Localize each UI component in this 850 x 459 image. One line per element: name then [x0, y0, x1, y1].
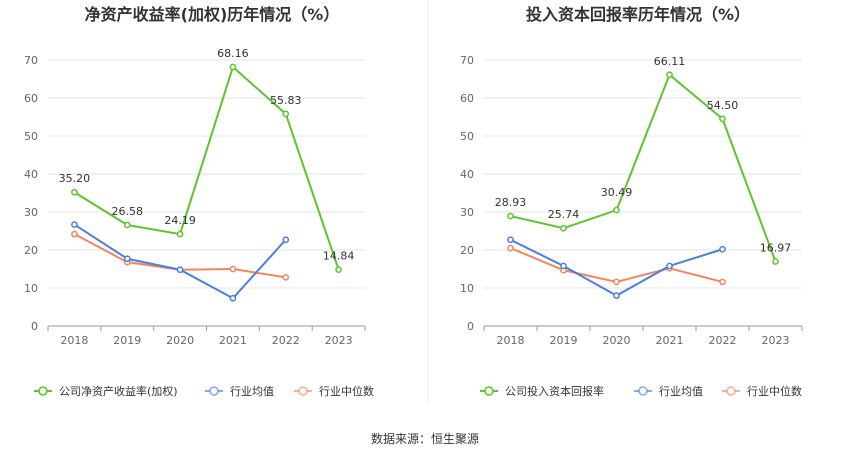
series-line-right-2 [510, 247, 723, 283]
legend-label: 公司投入资本回报率 [505, 384, 604, 398]
data-label: 30.49 [601, 186, 633, 199]
data-point [282, 110, 290, 118]
legend-label: 行业均值 [659, 385, 703, 398]
data-point [560, 224, 567, 232]
data-point [666, 71, 673, 79]
data-point [229, 265, 237, 273]
legend-marker [209, 386, 219, 396]
y-tick-label: 60 [24, 92, 38, 105]
legend-item[interactable]: 行业中位数 [722, 384, 802, 398]
right-chart-legend: 公司投入资本回报率 行业均值 行业中位数 [480, 384, 802, 398]
legend-label: 行业中位数 [319, 384, 374, 398]
y-tick-label: 10 [24, 282, 38, 295]
data-point [719, 245, 726, 253]
y-tick-label: 50 [24, 130, 38, 143]
x-tick-label: 2022 [272, 334, 300, 347]
data-point [560, 262, 567, 270]
legend-item[interactable]: 行业均值 [634, 385, 703, 398]
data-point [71, 230, 78, 238]
y-tick-label: 0 [31, 320, 38, 333]
data-point [719, 115, 726, 123]
data-point [123, 221, 131, 229]
data-point [123, 255, 131, 263]
y-tick-label: 40 [460, 168, 474, 181]
legend-item[interactable]: 行业均值 [205, 385, 274, 398]
y-tick-label: 40 [24, 168, 38, 181]
legend-label: 公司净资产收益率(加权) [59, 384, 178, 398]
source-note: 数据来源：恒生聚源 [371, 431, 479, 446]
data-label: 24.19 [164, 214, 196, 227]
legend-marker [638, 386, 648, 396]
data-point [613, 206, 620, 214]
y-tick-label: 20 [460, 244, 474, 257]
data-point [282, 274, 290, 281]
right-chart-title: 投入资本回报率历年情况（%） [526, 5, 750, 24]
data-point [507, 244, 514, 252]
series-line-right-0 [510, 73, 777, 262]
data-label: 68.16 [217, 47, 249, 60]
legend-item[interactable]: 公司投入资本回报率 [480, 384, 604, 398]
data-point [666, 262, 673, 270]
legend-marker [38, 386, 48, 396]
left-chart-plot: 0 10 20 30 40 50 60 70 2018 2019 2020 2021 2022 2023 3… [24, 47, 366, 347]
legend-item[interactable]: 行业中位数 [294, 384, 374, 398]
data-point [507, 212, 514, 220]
data-point [335, 266, 342, 273]
y-tick-label: 0 [467, 320, 474, 333]
legend-item[interactable]: 公司净资产收益率(加权) [34, 384, 178, 398]
x-tick-label: 2019 [550, 334, 578, 347]
data-point [229, 294, 237, 302]
left-chart-title: 净资产收益率(加权)历年情况（%） [85, 5, 340, 24]
data-label: 66.11 [654, 55, 686, 68]
y-tick-label: 70 [24, 54, 38, 67]
x-tick-label: 2018 [497, 334, 525, 347]
x-tick-label: 2018 [60, 334, 88, 347]
data-label: 26.58 [112, 205, 144, 218]
x-tick-label: 2022 [709, 334, 737, 347]
data-label: 16.97 [760, 242, 792, 255]
y-tick-label: 60 [460, 92, 474, 105]
y-tick-label: 70 [460, 54, 474, 67]
y-tick-label: 10 [460, 282, 474, 295]
data-label: 14.84 [323, 250, 355, 263]
data-label: 54.50 [707, 99, 739, 112]
data-point [71, 188, 78, 196]
data-label: 28.93 [495, 196, 527, 209]
data-point [71, 221, 78, 228]
legend-label: 行业均值 [230, 385, 274, 398]
x-tick-label: 2021 [656, 334, 684, 347]
data-point [772, 258, 779, 265]
data-point [719, 278, 726, 286]
series-line-right-1 [510, 238, 723, 297]
x-tick-label: 2021 [219, 334, 247, 347]
data-point [613, 278, 620, 286]
x-tick-label: 2023 [762, 334, 790, 347]
x-tick-label: 2020 [166, 334, 194, 347]
legend-marker [298, 386, 308, 396]
data-point [176, 230, 184, 238]
left-chart-legend: 公司净资产收益率(加权) 行业均值 行业中位数 [34, 384, 374, 398]
data-point [613, 292, 620, 299]
data-label: 25.74 [548, 208, 580, 221]
data-label: 35.20 [59, 172, 91, 185]
data-point [507, 236, 514, 244]
data-point [176, 266, 184, 274]
y-tick-label: 30 [460, 206, 474, 219]
x-tick-label: 2023 [325, 334, 353, 347]
x-tick-label: 2019 [113, 334, 141, 347]
y-tick-label: 20 [24, 244, 38, 257]
legend-marker [726, 386, 736, 396]
x-tick-label: 2020 [603, 334, 631, 347]
data-label: 55.83 [270, 94, 302, 107]
legend-label: 行业中位数 [747, 384, 802, 398]
series-line-left-0 [73, 65, 340, 270]
legend-marker [484, 386, 494, 396]
y-tick-label: 50 [460, 130, 474, 143]
y-tick-label: 30 [24, 206, 38, 219]
data-point [282, 236, 290, 244]
data-point [229, 63, 237, 71]
right-chart-plot: 0 10 20 30 40 50 60 70 2018 2019 2020 2021 2022 2023 2… [460, 54, 803, 347]
